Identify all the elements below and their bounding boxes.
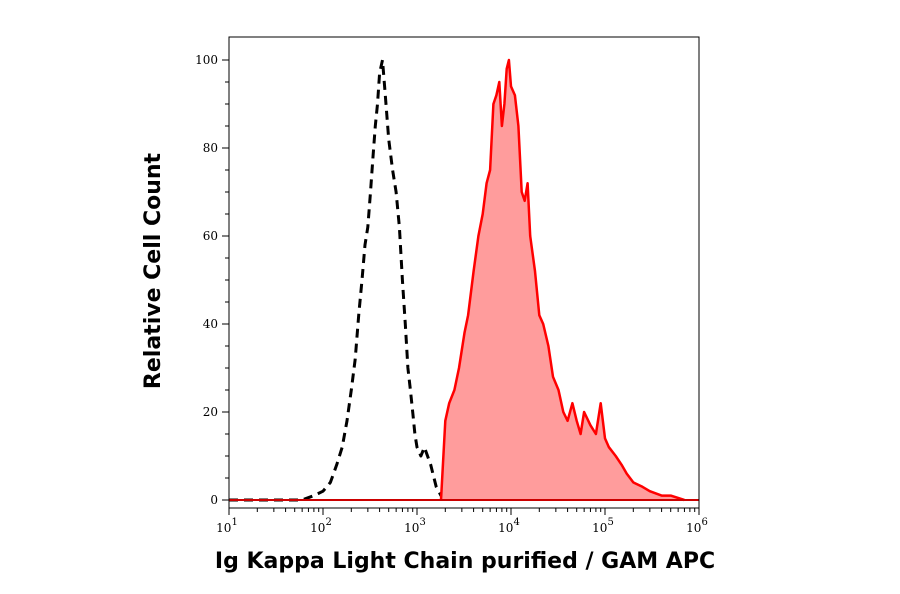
x-tick-label: 105 bbox=[592, 517, 614, 535]
y-tick-label: 0 bbox=[210, 493, 218, 507]
x-tick-label: 104 bbox=[498, 517, 520, 535]
y-tick-label: 20 bbox=[203, 405, 218, 419]
x-axis-title: Ig Kappa Light Chain purified / GAM APC bbox=[215, 549, 715, 574]
series-1-line bbox=[439, 58, 685, 502]
x-tick-label: 106 bbox=[686, 517, 708, 535]
plot-area bbox=[228, 36, 700, 509]
x-tick-label: 103 bbox=[404, 517, 426, 535]
y-axis-title: Relative Cell Count bbox=[141, 152, 166, 389]
x-tick-label: 101 bbox=[216, 517, 238, 535]
x-tick-label: 102 bbox=[310, 517, 332, 535]
x-axis-ticks: 101 102 103 104 105 106 bbox=[216, 508, 708, 535]
y-tick-label: 80 bbox=[203, 141, 218, 155]
y-tick-label: 100 bbox=[195, 53, 218, 67]
y-tick-label: 40 bbox=[203, 317, 218, 331]
plot-frame bbox=[228, 36, 700, 509]
series-0-line bbox=[229, 58, 447, 502]
series-1-fill bbox=[441, 60, 685, 500]
y-tick-label: 60 bbox=[203, 229, 218, 243]
y-axis-ticks: 0 20 40 60 80 100 bbox=[195, 53, 229, 507]
